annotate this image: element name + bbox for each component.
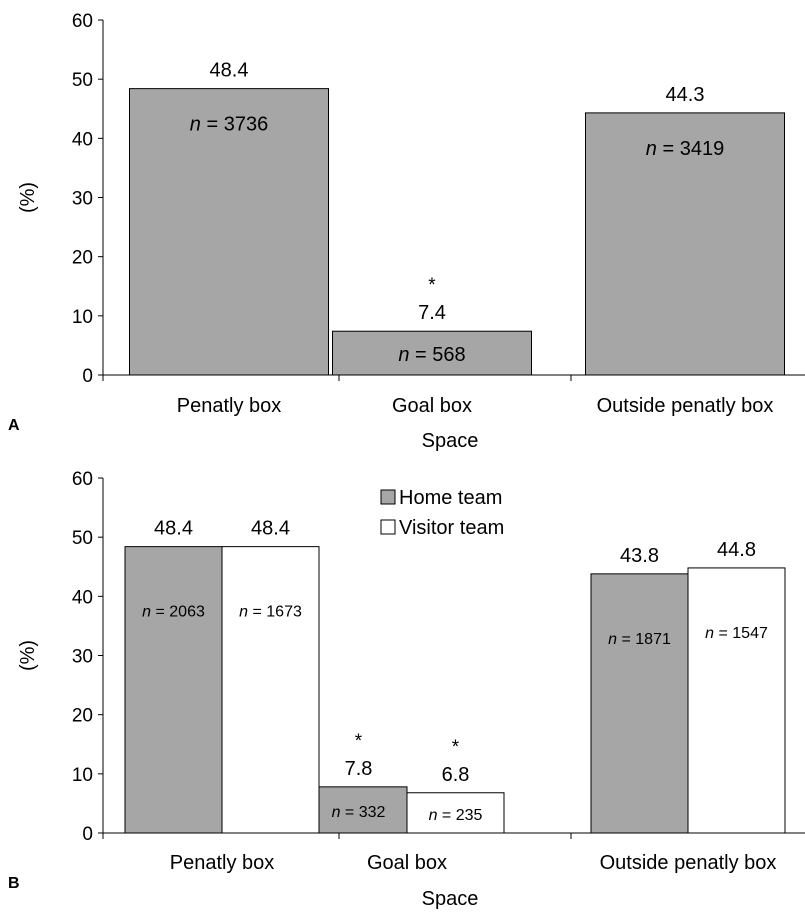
bar-value-label: 44.3 [666, 84, 705, 106]
bar-visitor [687, 567, 786, 834]
y-tick-label: 30 [72, 189, 93, 210]
sample-size-label: n = 568 [398, 344, 465, 366]
y-tick-label: 0 [82, 366, 93, 387]
sample-size-label: n = 2063 [142, 604, 205, 621]
sample-size-label: n = 1871 [608, 631, 671, 648]
sample-size-label: n = 235 [429, 807, 483, 824]
legend-label: Home team [399, 487, 502, 509]
n-count: = 3736 [201, 114, 268, 136]
bar-value-label: 43.8 [620, 545, 659, 567]
bar-value-label: 44.8 [717, 539, 756, 561]
n-count: = 332 [340, 804, 385, 821]
n-count: = 1673 [248, 604, 302, 621]
y-tick-label: 30 [72, 647, 93, 668]
sample-size-label: n = 332 [332, 804, 386, 821]
bar [332, 330, 532, 376]
significance-marker: * [452, 737, 460, 758]
y-tick-label: 20 [72, 248, 93, 269]
y-tick-label: 60 [72, 469, 93, 490]
n-symbol: n [705, 625, 714, 642]
n-symbol: n [142, 604, 151, 621]
n-symbol: n [190, 114, 201, 136]
bar-value-label: 6.8 [442, 764, 470, 786]
bar-visitor [406, 792, 505, 834]
bar-home [590, 573, 689, 834]
bar-value-label: 48.4 [154, 518, 193, 540]
x-category-label: Penatly box [170, 852, 275, 874]
y-tick-label: 40 [72, 129, 93, 150]
x-category-label: Penatly box [177, 395, 282, 417]
bar-visitor [221, 546, 320, 834]
sample-size-label: n = 1673 [239, 604, 302, 621]
y-tick-label: 0 [82, 824, 93, 845]
panel-label: B [8, 875, 20, 892]
panel-label: A [8, 417, 20, 434]
y-axis-title: (%) [17, 182, 39, 213]
significance-marker: * [355, 731, 363, 752]
x-category-label: Outside penatly box [597, 395, 774, 417]
legend-swatch [380, 489, 396, 505]
bar-value-label: 7.4 [418, 302, 446, 324]
legend-swatch [380, 519, 396, 535]
x-axis-title: Space [422, 888, 479, 910]
legend-label: Visitor team [399, 517, 504, 539]
y-tick-label: 50 [72, 70, 93, 91]
n-symbol: n [398, 344, 409, 366]
n-symbol: n [646, 138, 657, 160]
x-category-label: Goal box [392, 395, 472, 417]
bar-value-label: 7.8 [345, 758, 373, 780]
y-tick-label: 10 [72, 765, 93, 786]
x-axis-title: Space [422, 430, 479, 452]
n-count: = 1871 [617, 631, 671, 648]
bar-home [309, 786, 408, 834]
n-count: = 235 [437, 807, 482, 824]
bar [129, 88, 329, 376]
n-count: = 1547 [714, 625, 768, 642]
y-tick-label: 40 [72, 587, 93, 608]
n-symbol: n [608, 631, 617, 648]
y-tick-label: 10 [72, 307, 93, 328]
x-category-label: Goal box [367, 852, 447, 874]
n-symbol: n [429, 807, 438, 824]
sample-size-label: n = 3419 [646, 138, 724, 160]
n-count: = 2063 [151, 604, 205, 621]
y-tick-label: 50 [72, 528, 93, 549]
n-count: = 3419 [657, 138, 724, 160]
n-count: = 568 [409, 344, 465, 366]
y-tick-label: 20 [72, 706, 93, 727]
y-tick-label: 60 [72, 11, 93, 32]
n-symbol: n [332, 804, 341, 821]
sample-size-label: n = 3736 [190, 114, 268, 136]
bar-value-label: 48.4 [210, 60, 249, 82]
x-category-label: Outside penatly box [600, 852, 777, 874]
bar-home [124, 546, 223, 834]
bar [585, 112, 785, 376]
n-symbol: n [239, 604, 248, 621]
significance-marker: * [428, 275, 436, 296]
bar-value-label: 48.4 [251, 518, 290, 540]
y-axis-title: (%) [17, 640, 39, 671]
sample-size-label: n = 1547 [705, 625, 768, 642]
